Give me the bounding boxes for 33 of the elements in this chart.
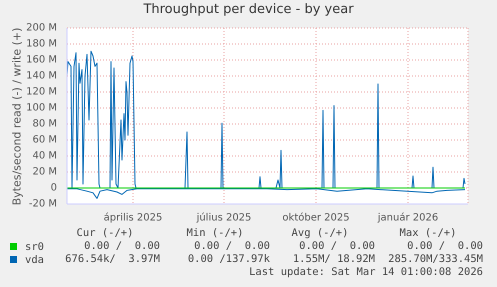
y-tick-label: 0 bbox=[50, 182, 57, 194]
y-tick-label: 200 M bbox=[26, 22, 57, 34]
y-tick-label: 60 M bbox=[32, 134, 57, 146]
chart-title: Throughput per device - by year bbox=[142, 2, 355, 17]
text: 0.00 / 0.00 bbox=[83, 240, 160, 252]
y-tick-label: 140 M bbox=[26, 70, 57, 82]
text: 0.00 / 0.00 bbox=[407, 240, 483, 252]
y-tick-label: 160 M bbox=[26, 54, 57, 66]
legend-label: vda bbox=[24, 254, 44, 267]
text: 1.55M/ 18.92M bbox=[292, 253, 375, 265]
y-tick-label: 80 M bbox=[32, 118, 57, 130]
y-tick-label: 20 M bbox=[32, 166, 57, 178]
text: Cur (-/+) bbox=[76, 227, 134, 239]
text: 0.00 / 0.00 bbox=[193, 240, 270, 252]
text: Last update: Sat Mar 14 01:00:08 2026 bbox=[249, 266, 483, 278]
y-axis-title: Bytes/second read (-) / write (+) bbox=[10, 27, 24, 205]
x-tick-label: október 2025 bbox=[282, 212, 350, 224]
text: 0.00 /137.97k bbox=[186, 253, 270, 265]
y-tick-label: 40 M bbox=[32, 150, 57, 162]
y-tick-label: 120 M bbox=[26, 86, 57, 98]
text: 285.70M/333.45M bbox=[388, 253, 483, 265]
text: 0.00 / 0.00 bbox=[299, 240, 375, 252]
x-tick-label: április 2025 bbox=[104, 212, 162, 224]
text: Avg (-/+) bbox=[290, 227, 350, 239]
y-tick-label: 180 M bbox=[26, 38, 57, 50]
x-tick-label: július 2025 bbox=[196, 212, 252, 224]
text: 676.54k/ 3.97M bbox=[64, 253, 160, 265]
y-tick-label: 100 M bbox=[26, 102, 57, 114]
text: Max (-/+) bbox=[398, 227, 458, 239]
text: Min (-/+) bbox=[186, 227, 244, 239]
legend-label: sr0 bbox=[24, 241, 44, 254]
x-tick-label: január 2026 bbox=[376, 212, 438, 224]
y-tick-label: -20 M bbox=[28, 198, 57, 210]
